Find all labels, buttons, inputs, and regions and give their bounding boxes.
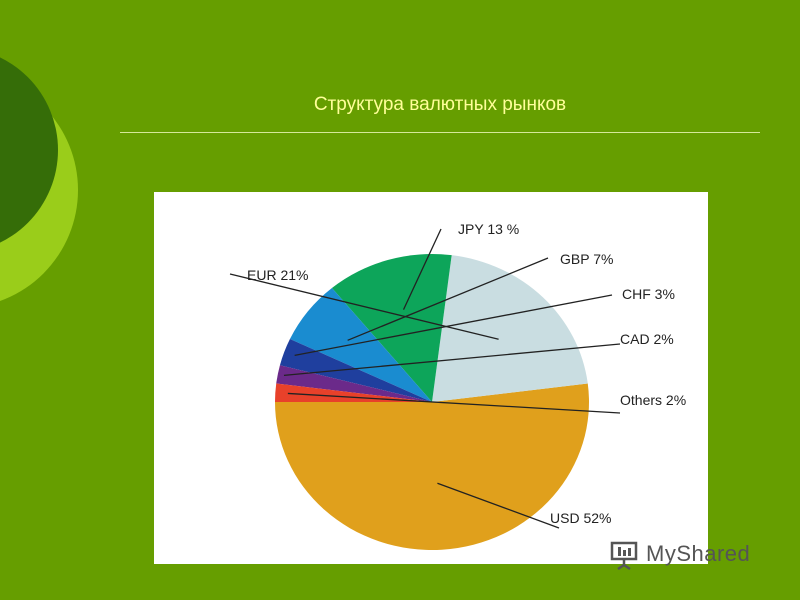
slice-label-6: CAD 2% — [620, 331, 674, 347]
title-divider — [120, 132, 760, 133]
chart-panel: USD 52% EUR 21% JPY 13 % GBP 7% CHF 3% CAD 2%… — [154, 192, 708, 564]
slice-label-3: JPY 13 % — [458, 221, 519, 237]
slice-label-1: USD 52% — [550, 510, 611, 526]
slice-label-4: GBP 7% — [560, 251, 613, 267]
pie-slice-7 — [275, 383, 432, 402]
pie-slice-4 — [289, 287, 432, 402]
slide-title: Структура валютных рынков — [313, 94, 567, 115]
presentation-icon — [610, 541, 638, 571]
leader-line-2 — [229, 273, 499, 340]
decorative-circles — [0, 57, 78, 301]
pie-slice-5 — [279, 338, 432, 402]
watermark: MyShared — [608, 536, 778, 572]
watermark-text: MyShared — [646, 541, 751, 566]
slice-label-7: Others 2% — [620, 392, 686, 408]
pie-chart: USD 52% EUR 21% JPY 13 % GBP 7% CHF 3% CAD 2%… — [229, 221, 686, 551]
leader-line-6 — [283, 343, 621, 377]
slice-label-2: EUR 21% — [247, 267, 308, 283]
leader-line-1 — [437, 482, 560, 529]
pie-slice-3 — [331, 254, 452, 402]
leader-line-5 — [294, 294, 613, 357]
leader-line-4 — [347, 257, 549, 341]
pie-slice-2 — [432, 255, 588, 402]
leader-line-3 — [402, 228, 442, 310]
pie-slice-1 — [275, 383, 589, 551]
slice-label-5: CHF 3% — [622, 286, 675, 302]
leader-line-7 — [287, 392, 621, 414]
pie-slice-6 — [276, 365, 432, 402]
dark-green-circle — [0, 57, 58, 243]
